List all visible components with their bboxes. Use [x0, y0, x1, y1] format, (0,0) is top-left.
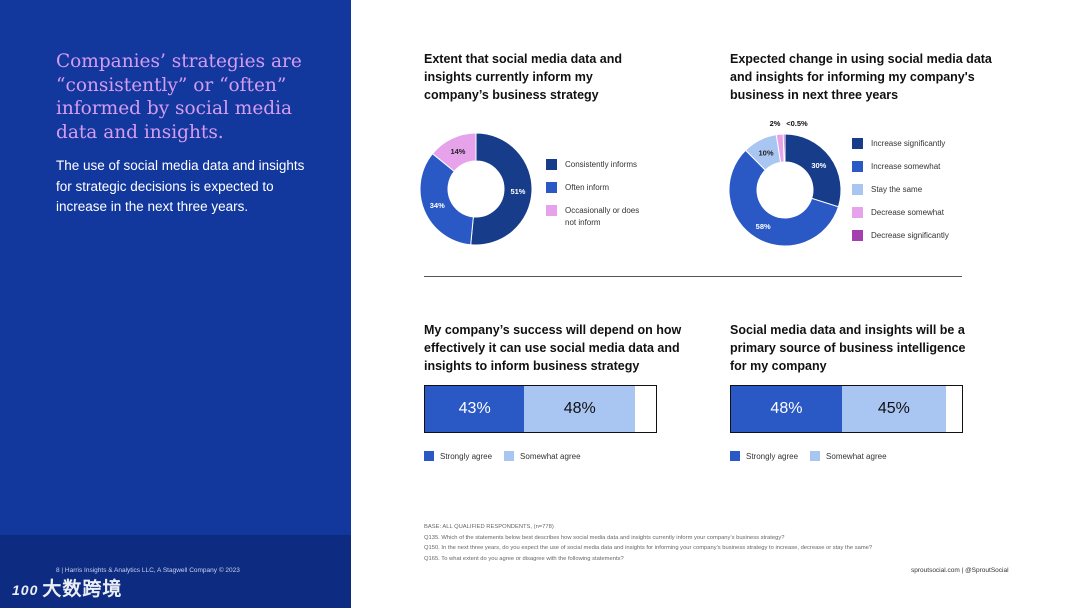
- legend-swatch: [810, 451, 821, 461]
- legend-label: Somewhat agree: [520, 451, 581, 461]
- legend-swatch: [730, 451, 740, 461]
- legend-swatch: [852, 207, 863, 218]
- bar-segment-strongly-agree: 43%: [425, 386, 525, 432]
- donut-slice: [470, 132, 533, 246]
- donut-slice: [782, 133, 786, 163]
- watermark-logo: 100: [12, 582, 39, 598]
- note-base: BASE: ALL QUALIFIED RESPONDENTS, (n=778): [424, 524, 554, 530]
- section-divider: [424, 276, 962, 277]
- legend-item: Increase significantly: [852, 138, 949, 150]
- donut-data-label: <0.5%: [786, 119, 808, 128]
- legend-item: Consistently informs: [546, 159, 640, 171]
- page-footer-credit: 8 | Harris Insights & Analytics LLC, A S…: [56, 567, 240, 574]
- legend-item: Occasionally or does not inform: [546, 205, 640, 229]
- legend-swatch: [852, 138, 863, 149]
- survey-notes: BASE: ALL QUALIFIED RESPONDENTS, (n=778)…: [424, 522, 894, 564]
- chart2-legend: Increase significantly Increase somewhat…: [852, 138, 949, 253]
- donut-slice: [431, 132, 477, 173]
- legend-swatch: [852, 161, 863, 172]
- chart4-title: Social media data and insights will be a…: [730, 323, 966, 373]
- bar-segment-somewhat-agree: 48%: [524, 386, 636, 432]
- legend-swatch: [546, 159, 557, 170]
- legend-swatch: [852, 184, 863, 195]
- sidebar-body-text: The use of social media data and insight…: [56, 158, 305, 214]
- chart2-donut: 30% 58% 10% 2% <0.5%: [728, 119, 842, 247]
- note-q165: Q165. To what extent do you agree or dis…: [424, 555, 624, 562]
- chart3-stacked-bar: 43% 48%: [424, 385, 657, 433]
- legend-swatch: [852, 230, 863, 241]
- legend-label: Decrease somewhat: [871, 208, 944, 217]
- donut-data-label: 51%: [510, 187, 525, 196]
- legend-label: Strongly agree: [746, 451, 799, 461]
- donut-data-label: 10%: [759, 149, 774, 158]
- legend-item: Somewhat agree: [810, 451, 887, 461]
- note-q135: Q135. Which of the statements below best…: [424, 534, 785, 541]
- donut-data-label: 34%: [430, 201, 445, 210]
- legend-label: Increase significantly: [871, 139, 946, 148]
- footer-links: sproutsocial.com | @SproutSocial: [911, 567, 1009, 574]
- donut-data-label: 58%: [756, 222, 771, 231]
- legend-item: Somewhat agree: [504, 451, 581, 461]
- legend-item: Stay the same: [852, 184, 949, 196]
- legend-label: Often inform: [565, 183, 610, 192]
- legend-label: Strongly agree: [440, 451, 493, 461]
- donut-slice: [728, 149, 840, 247]
- bar-segment-somewhat-agree: 45%: [841, 386, 946, 432]
- legend-item: Decrease somewhat: [852, 207, 949, 219]
- donut-data-label: 30%: [811, 161, 826, 170]
- legend-label: Stay the same: [871, 185, 923, 194]
- watermark: 100 大数跨境: [12, 574, 122, 601]
- legend-item: Decrease significantly: [852, 230, 949, 242]
- chart4-legend: Strongly agree Somewhat agree: [730, 451, 899, 461]
- legend-item: Increase somewhat: [852, 161, 949, 173]
- bar-segment-strongly-agree: 48%: [731, 386, 842, 432]
- legend-label: Increase somewhat: [871, 162, 941, 171]
- sidebar-panel: [0, 0, 351, 608]
- donut-data-label: 14%: [450, 147, 465, 156]
- note-q150: Q150. In the next three years, do you ex…: [424, 545, 873, 551]
- donut-slice: [419, 152, 474, 246]
- legend-swatch: [424, 451, 434, 461]
- donut-slice: [784, 133, 842, 208]
- chart4-stacked-bar: 48% 45%: [730, 385, 963, 433]
- sidebar-footer-band: [0, 535, 351, 608]
- chart3-legend: Strongly agree Somewhat agree: [424, 451, 593, 461]
- watermark-text: 大数跨境: [42, 579, 123, 600]
- legend-swatch: [504, 451, 515, 461]
- sidebar-headline: Companies’ strategies are “consistently”…: [56, 51, 302, 143]
- legend-swatch: [546, 182, 557, 193]
- legend-item: Strongly agree: [424, 451, 492, 461]
- chart1-legend: Consistently informs Often inform Occasi…: [546, 159, 640, 240]
- legend-label: Consistently informs: [565, 160, 638, 169]
- legend-item: Strongly agree: [730, 451, 798, 461]
- legend-item: Often inform: [546, 182, 640, 194]
- donut-data-label: 2%: [770, 119, 781, 128]
- chart2-title: Expected change in using social media da…: [730, 52, 992, 102]
- legend-label: Occasionally or does not inform: [565, 206, 640, 227]
- chart1-title: Extent that social media data and insigh…: [424, 52, 622, 102]
- legend-label: Somewhat agree: [826, 451, 887, 461]
- chart1-donut: 51% 34% 14%: [419, 132, 533, 246]
- legend-label: Decrease significantly: [871, 231, 949, 240]
- chart3-title: My company’s success will depend on how …: [424, 323, 682, 373]
- legend-swatch: [546, 205, 557, 216]
